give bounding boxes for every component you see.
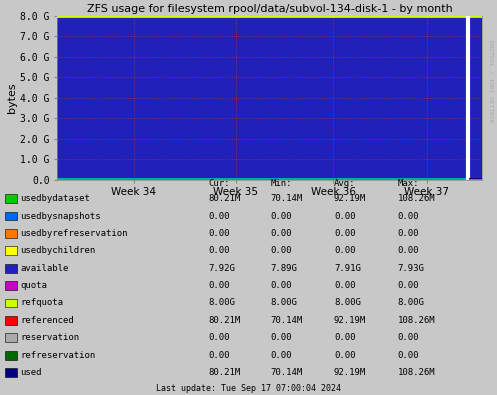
Text: 0.00: 0.00: [271, 333, 292, 342]
Text: usedbychildren: usedbychildren: [20, 246, 95, 255]
Text: 8.00G: 8.00G: [398, 299, 424, 307]
Text: 0.00: 0.00: [398, 333, 419, 342]
Text: 0.00: 0.00: [398, 229, 419, 238]
Text: 0.00: 0.00: [271, 281, 292, 290]
Text: 7.91G: 7.91G: [334, 264, 361, 273]
Text: 0.00: 0.00: [398, 281, 419, 290]
Text: 0.00: 0.00: [398, 212, 419, 220]
Text: usedbyrefreservation: usedbyrefreservation: [20, 229, 127, 238]
Text: 0.00: 0.00: [271, 229, 292, 238]
Text: 108.26M: 108.26M: [398, 316, 435, 325]
Text: Min:: Min:: [271, 179, 292, 188]
Text: 7.89G: 7.89G: [271, 264, 298, 273]
Text: 0.00: 0.00: [209, 351, 230, 359]
Text: 0.00: 0.00: [334, 246, 355, 255]
Text: usedbydataset: usedbydataset: [20, 194, 90, 203]
Text: 8.00G: 8.00G: [271, 299, 298, 307]
Text: 80.21M: 80.21M: [209, 194, 241, 203]
Text: referenced: referenced: [20, 316, 74, 325]
Text: 80.21M: 80.21M: [209, 368, 241, 377]
Text: 0.00: 0.00: [334, 333, 355, 342]
Text: 92.19M: 92.19M: [334, 316, 366, 325]
Text: 0.00: 0.00: [398, 351, 419, 359]
Title: ZFS usage for filesystem rpool/data/subvol-134-disk-1 - by month: ZFS usage for filesystem rpool/data/subv…: [87, 4, 452, 14]
Text: 0.00: 0.00: [271, 351, 292, 359]
Text: reservation: reservation: [20, 333, 79, 342]
Text: 0.00: 0.00: [398, 246, 419, 255]
Text: 0.00: 0.00: [334, 351, 355, 359]
Text: 108.26M: 108.26M: [398, 194, 435, 203]
Text: 70.14M: 70.14M: [271, 194, 303, 203]
Text: 8.00G: 8.00G: [209, 299, 236, 307]
Text: 70.14M: 70.14M: [271, 316, 303, 325]
Text: 8.00G: 8.00G: [334, 299, 361, 307]
Text: Cur:: Cur:: [209, 179, 230, 188]
Text: usedbysnapshots: usedbysnapshots: [20, 212, 100, 220]
Text: 92.19M: 92.19M: [334, 368, 366, 377]
Text: 0.00: 0.00: [334, 229, 355, 238]
Text: 92.19M: 92.19M: [334, 194, 366, 203]
Text: 7.92G: 7.92G: [209, 264, 236, 273]
Text: Last update: Tue Sep 17 07:00:04 2024: Last update: Tue Sep 17 07:00:04 2024: [156, 384, 341, 393]
Text: RRDTOOL / TOBI OETIKER: RRDTOOL / TOBI OETIKER: [489, 40, 494, 122]
Text: available: available: [20, 264, 68, 273]
Y-axis label: bytes: bytes: [7, 83, 17, 113]
Text: quota: quota: [20, 281, 47, 290]
Text: 7.93G: 7.93G: [398, 264, 424, 273]
Text: 0.00: 0.00: [209, 246, 230, 255]
Text: 0.00: 0.00: [209, 229, 230, 238]
Text: refquota: refquota: [20, 299, 63, 307]
Text: 80.21M: 80.21M: [209, 316, 241, 325]
Text: 0.00: 0.00: [334, 281, 355, 290]
Text: 70.14M: 70.14M: [271, 368, 303, 377]
Text: refreservation: refreservation: [20, 351, 95, 359]
Text: Max:: Max:: [398, 179, 419, 188]
Text: 0.00: 0.00: [334, 212, 355, 220]
Text: used: used: [20, 368, 41, 377]
Text: 0.00: 0.00: [209, 281, 230, 290]
Text: Avg:: Avg:: [334, 179, 355, 188]
Text: 0.00: 0.00: [209, 212, 230, 220]
Text: 0.00: 0.00: [209, 333, 230, 342]
Text: 0.00: 0.00: [271, 212, 292, 220]
Text: 0.00: 0.00: [271, 246, 292, 255]
Text: 108.26M: 108.26M: [398, 368, 435, 377]
